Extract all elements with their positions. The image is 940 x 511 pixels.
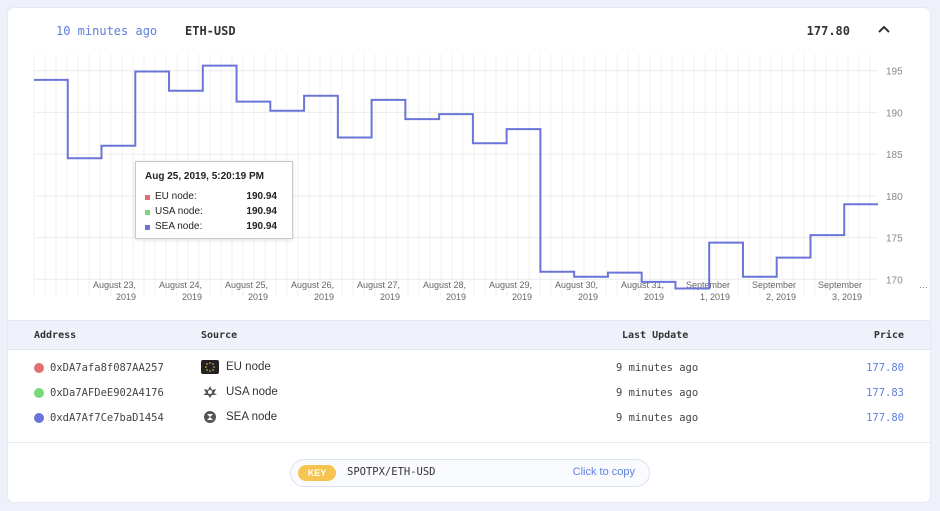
last-updated-text: 10 minutes ago — [56, 24, 158, 38]
copy-key-button[interactable]: KEY SPOTPX/ETH-USD Click to copy — [290, 459, 650, 487]
node-source: EU node — [226, 361, 271, 373]
key-badge: KEY — [298, 465, 336, 481]
tooltip-swatch — [145, 195, 150, 200]
node-source: USA node — [226, 386, 278, 398]
x-tick-label: August 26, — [291, 280, 334, 290]
x-tick-label: 2019 — [248, 292, 268, 302]
node-address: 0xDa7AFDeE902A4176 — [50, 387, 164, 399]
x-tick-label: August 27, — [357, 280, 400, 290]
table-row[interactable]: 0xDA7afa8f087AA257 EU node 9 minutes ago… — [8, 357, 930, 381]
x-tick-label: August 29, — [489, 280, 532, 290]
x-tick-label: 2019 — [314, 292, 334, 302]
x-tick-label: 1, 2019 — [700, 292, 730, 302]
x-tick-label: August 23, — [93, 280, 136, 290]
x-tick-label: August 24, — [159, 280, 202, 290]
y-tick-label: 195 — [886, 67, 903, 78]
tooltip-swatch — [145, 210, 150, 215]
header-source: Source — [201, 330, 238, 341]
sea-emblem-icon — [201, 410, 219, 424]
tooltip-value: 190.94 — [246, 221, 277, 232]
node-color-dot — [34, 363, 44, 373]
header-price: Price — [873, 330, 904, 341]
node-address: 0xdA7Af7Ce7baD1454 — [50, 412, 164, 424]
node-color-dot — [34, 388, 44, 398]
x-tick-label: 2, 2019 — [766, 292, 796, 302]
x-tick-label: August 25, — [225, 280, 268, 290]
tooltip-value: 190.94 — [246, 206, 277, 217]
tooltip-name: EU node: — [155, 191, 197, 202]
node-color-dot — [34, 413, 44, 423]
tooltip-row-eu: EU node: 190.94 — [145, 191, 277, 205]
node-updated: 9 minutes ago — [616, 387, 699, 399]
y-tick-label: 180 — [886, 192, 903, 203]
footer-divider — [8, 442, 930, 443]
x-tick-label: 2019 — [644, 292, 664, 302]
node-price: 177.83 — [866, 387, 904, 399]
tooltip-row-usa: USA node: 190.94 — [145, 206, 277, 220]
x-tick-label: 2019 — [116, 292, 136, 302]
price-feed-card: 10 minutes ago ETH-USD 177.80 170 175 180 1… — [8, 8, 930, 502]
node-price: 177.80 — [866, 362, 904, 374]
node-address: 0xDA7afa8f087AA257 — [50, 362, 164, 374]
chart-tooltip: Aug 25, 2019, 5:20:19 PM EU node: 190.94… — [135, 161, 293, 239]
header-last-update: Last Update — [622, 330, 689, 341]
x-tick-label: 2019 — [578, 292, 598, 302]
node-source: SEA node — [226, 411, 278, 423]
y-tick-label: 190 — [886, 108, 903, 119]
table-row[interactable]: 0xdA7Af7Ce7baD1454 SEA node 9 minutes ag… — [8, 407, 930, 431]
table-row[interactable]: 0xDa7AFDeE902A4176 USA node 9 minutes ag… — [8, 382, 930, 406]
tooltip-name: USA node: — [155, 206, 203, 217]
x-tick-label: September — [818, 280, 862, 290]
copy-link[interactable]: Click to copy — [572, 466, 635, 478]
y-tick-label: 185 — [886, 150, 903, 161]
key-value: SPOTPX/ETH-USD — [347, 466, 436, 478]
current-price: 177.80 — [806, 24, 850, 38]
chevron-up-icon — [878, 25, 890, 33]
x-tick-label: September — [752, 280, 796, 290]
tooltip-value: 190.94 — [246, 191, 277, 202]
node-updated: 9 minutes ago — [616, 362, 699, 374]
x-tick-label: 2019 — [380, 292, 400, 302]
y-tick-label: 175 — [886, 234, 903, 245]
y-tick-label: 170 — [886, 275, 903, 286]
x-tick-label: 2019 — [512, 292, 532, 302]
table-header: Address Source Last Update Price — [8, 320, 930, 350]
x-tick-label: August 31, — [621, 280, 664, 290]
node-price: 177.80 — [866, 412, 904, 424]
header-address: Address — [34, 330, 77, 341]
x-tick-label: 3, 2019 — [832, 292, 862, 302]
card-header: 10 minutes ago ETH-USD 177.80 — [8, 8, 930, 52]
x-tick-label: August 30, — [555, 280, 598, 290]
tooltip-name: SEA node: — [155, 221, 203, 232]
node-updated: 9 minutes ago — [616, 412, 699, 424]
x-tick-label: 2019 — [446, 292, 466, 302]
x-tick-label: … — [919, 280, 928, 290]
eu-flag-icon — [201, 360, 219, 374]
collapse-button[interactable] — [876, 21, 892, 37]
x-tick-label: August 28, — [423, 280, 466, 290]
x-tick-label: September — [686, 280, 730, 290]
tooltip-row-sea: SEA node: 190.94 — [145, 221, 277, 235]
series-line-sea — [34, 64, 878, 290]
us-seal-icon — [201, 385, 219, 399]
tooltip-swatch — [145, 225, 150, 230]
tooltip-date: Aug 25, 2019, 5:20:19 PM — [145, 171, 264, 182]
x-tick-label: 2019 — [182, 292, 202, 302]
pair-name: ETH-USD — [185, 24, 236, 38]
